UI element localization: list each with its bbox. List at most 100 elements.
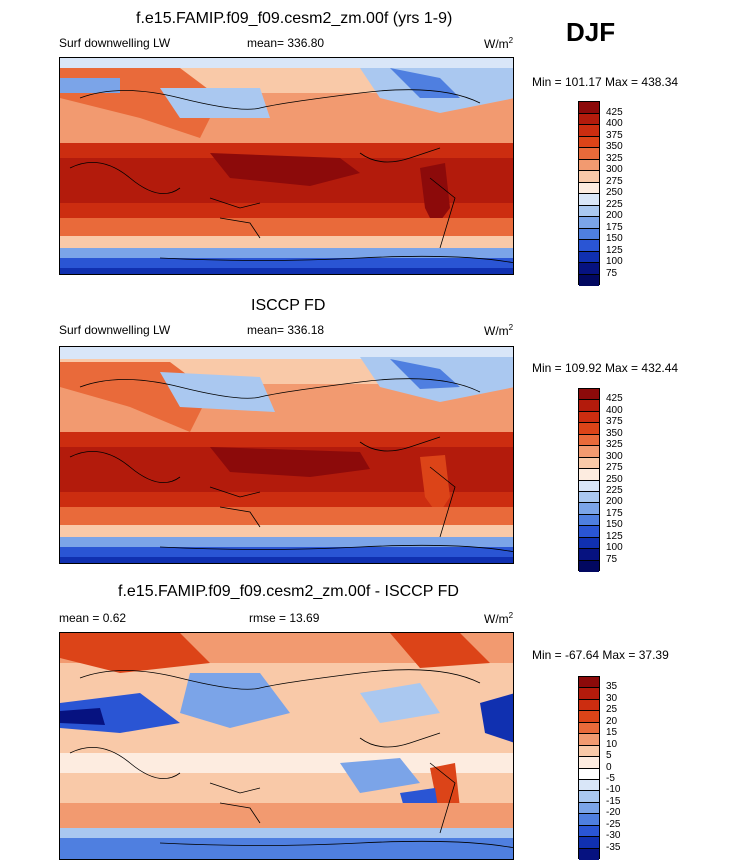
colorbar-tick-label: 0 — [606, 761, 612, 773]
colorbar-tick-label: 75 — [606, 267, 618, 279]
colorbar-tick-label: -5 — [606, 772, 615, 784]
colorbar-segment — [579, 837, 599, 849]
colorbar-segment — [579, 802, 599, 815]
colorbar-tick-label: 350 — [606, 141, 623, 152]
colorbar-tick-label: 175 — [606, 507, 623, 519]
colorbar-tick-label: 275 — [606, 175, 623, 187]
colorbar-segment — [579, 102, 599, 114]
panel-2-variable-label: Surf downwelling LW — [59, 323, 171, 337]
colorbar-segment — [579, 446, 599, 458]
panel-2-mean-label: mean= 336.18 — [247, 323, 325, 337]
colorbar-segment — [579, 549, 599, 561]
colorbar-segment — [579, 240, 599, 252]
panel-1-colorbar — [578, 101, 600, 286]
season-label: DJF — [566, 17, 616, 47]
colorbar-tick-label: 30 — [606, 692, 618, 704]
colorbar-segment — [579, 182, 599, 194]
colorbar-segment — [579, 768, 599, 780]
colorbar-segment — [579, 734, 599, 746]
colorbar-segment — [579, 434, 599, 447]
colorbar-tick-label: 20 — [606, 715, 618, 727]
colorbar-tick-label: 25 — [606, 704, 618, 716]
panel-3-units: W/m2 — [484, 611, 514, 626]
colorbar-segment — [579, 688, 599, 700]
panel-1-minmax: Min = 101.17 Max = 438.34 — [532, 75, 679, 89]
colorbar-segment — [579, 537, 599, 550]
colorbar-segment — [579, 423, 599, 435]
colorbar-segment — [579, 491, 599, 504]
panel-3-rmse-label: rmse = 13.69 — [249, 611, 320, 625]
colorbar-segment — [579, 148, 599, 160]
colorbar-segment — [579, 400, 599, 412]
colorbar-segment — [579, 814, 599, 826]
colorbar-tick-label: 150 — [606, 233, 623, 244]
colorbar-segment — [579, 757, 599, 769]
colorbar-segment — [579, 136, 599, 148]
colorbar-tick-label: -10 — [606, 784, 621, 796]
colorbar-segment — [579, 217, 599, 229]
colorbar-tick-label: 325 — [606, 439, 623, 451]
colorbar-segment — [579, 560, 599, 572]
colorbar-tick-label: 300 — [606, 450, 623, 462]
colorbar-tick-label: 225 — [606, 198, 623, 210]
panel-2-minmax: Min = 109.92 Max = 432.44 — [532, 361, 679, 375]
colorbar-segment — [579, 503, 599, 515]
colorbar-tick-label: 375 — [606, 129, 623, 141]
colorbar-tick-label: 100 — [606, 256, 623, 267]
panel-3-map — [59, 632, 514, 860]
panel-2-map — [59, 346, 514, 564]
colorbar-tick-label: 125 — [606, 530, 623, 542]
colorbar-tick-label: 350 — [606, 427, 623, 439]
colorbar-tick-label: 100 — [606, 542, 623, 554]
colorbar-segment — [579, 699, 599, 712]
colorbar-segment — [579, 514, 599, 527]
colorbar-segment — [579, 251, 599, 263]
colorbar-tick-label: 150 — [606, 519, 623, 531]
panel-1-mean-label: mean= 336.80 — [247, 36, 325, 50]
colorbar-segment — [579, 274, 599, 286]
colorbar-tick-label: 175 — [606, 221, 623, 233]
colorbar-segment — [579, 526, 599, 538]
colorbar-segment — [579, 480, 599, 492]
colorbar-segment — [579, 159, 599, 171]
colorbar-segment — [579, 205, 599, 217]
colorbar-tick-label: 425 — [606, 393, 623, 405]
colorbar-tick-label: 325 — [606, 152, 623, 164]
colorbar-tick-label: 275 — [606, 462, 623, 474]
colorbar-segment — [579, 745, 599, 758]
colorbar-tick-label: -20 — [606, 807, 621, 819]
panel-3-minmax: Min = -67.64 Max = 37.39 — [532, 648, 669, 662]
colorbar-segment — [579, 228, 599, 240]
panel-2-title: ISCCP FD — [251, 297, 326, 314]
colorbar-tick-label: 10 — [606, 738, 618, 750]
panel-2-units: W/m2 — [484, 323, 514, 338]
colorbar-segment — [579, 848, 599, 860]
colorbar-segment — [579, 722, 599, 735]
colorbar-segment — [579, 791, 599, 803]
colorbar-tick-label: 200 — [606, 210, 623, 221]
colorbar-tick-label: -25 — [606, 818, 621, 830]
colorbar-tick-label: 125 — [606, 244, 623, 256]
colorbar-tick-label: 200 — [606, 496, 623, 508]
colorbar-segment — [579, 457, 599, 470]
colorbar-segment — [579, 125, 599, 137]
colorbar-tick-label: 250 — [606, 187, 623, 198]
colorbar-segment — [579, 677, 599, 689]
colorbar-tick-label: 35 — [606, 681, 618, 693]
colorbar-tick-label: 225 — [606, 484, 623, 496]
colorbar-tick-label: 400 — [606, 404, 623, 416]
colorbar-tick-label: 425 — [606, 106, 623, 118]
colorbar-segment — [579, 411, 599, 424]
colorbar-tick-label: -30 — [606, 830, 621, 842]
colorbar-tick-label: 15 — [606, 727, 618, 739]
colorbar-tick-label: -35 — [606, 841, 621, 853]
colorbar-tick-label: 400 — [606, 118, 623, 129]
colorbar-segment — [579, 779, 599, 792]
colorbar-segment — [579, 469, 599, 481]
colorbar-tick-label: 375 — [606, 416, 623, 428]
panel-3-mean-label: mean = 0.62 — [59, 611, 127, 625]
panel-3-colorbar — [578, 676, 600, 860]
colorbar-segment — [579, 194, 599, 206]
panel-1-units: W/m2 — [484, 36, 514, 51]
colorbar-segment — [579, 263, 599, 275]
